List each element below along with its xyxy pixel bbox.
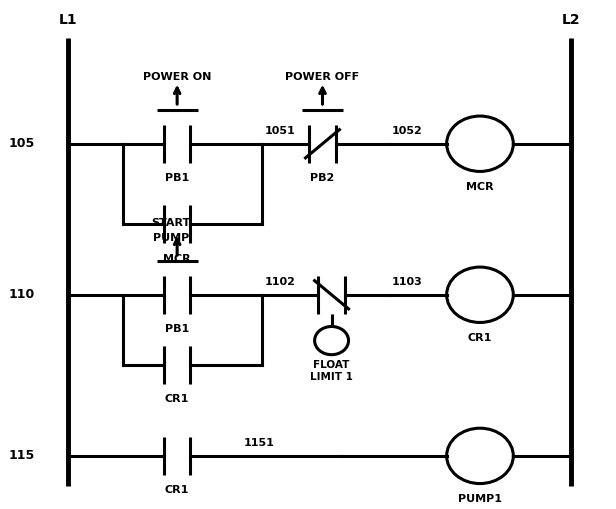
- Text: L1: L1: [59, 13, 78, 27]
- Text: MCR: MCR: [163, 253, 191, 264]
- Text: MCR: MCR: [466, 182, 494, 191]
- Text: POWER OFF: POWER OFF: [285, 72, 360, 82]
- Text: PB1: PB1: [165, 324, 189, 334]
- Text: 110: 110: [9, 288, 34, 301]
- Text: PUMP: PUMP: [153, 233, 189, 243]
- Text: 115: 115: [9, 449, 34, 462]
- Text: START: START: [152, 218, 191, 228]
- Text: CR1: CR1: [165, 485, 189, 495]
- Text: FLOAT: FLOAT: [314, 360, 350, 370]
- Text: PB2: PB2: [310, 173, 334, 183]
- Text: 105: 105: [9, 137, 34, 150]
- Text: 1052: 1052: [392, 126, 423, 136]
- Text: PUMP1: PUMP1: [458, 494, 502, 504]
- Text: PB1: PB1: [165, 173, 189, 183]
- Text: L2: L2: [562, 13, 580, 27]
- Text: CR1: CR1: [468, 332, 492, 343]
- Text: 1051: 1051: [265, 126, 296, 136]
- Text: CR1: CR1: [165, 394, 189, 405]
- Text: 1151: 1151: [243, 438, 274, 448]
- Text: 1102: 1102: [265, 277, 296, 287]
- Text: LIMIT 1: LIMIT 1: [310, 373, 353, 382]
- Text: POWER ON: POWER ON: [143, 72, 211, 82]
- Text: 1103: 1103: [392, 277, 423, 287]
